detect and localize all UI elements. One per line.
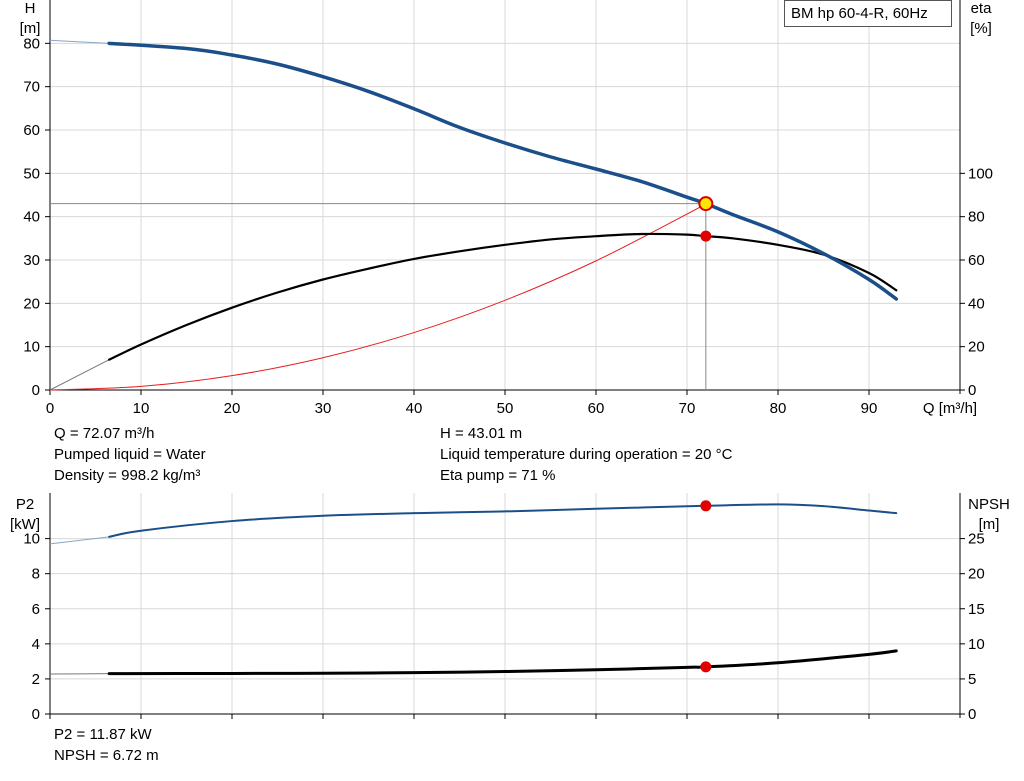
info-right-top: H = 43.01 m Liquid temperature during op… (440, 423, 732, 486)
npsh-readout: NPSH = 6.72 m (54, 747, 159, 764)
density-readout: Density = 998.2 kg/m³ (54, 467, 201, 484)
x-tick-label: 40 (406, 400, 423, 417)
right-axis-unit: [%] (970, 20, 992, 37)
right-tick-label: 15 (968, 601, 985, 618)
eta-curve (108, 232, 898, 361)
head-efficiency-plot: 0 10 20 30 40 50 60 70 80 0 20 40 60 80 100 0 10 20 30 40 50… (20, 0, 993, 417)
right-tick-label: 5 (968, 671, 976, 688)
right-axis-title: NPSH (968, 496, 1010, 513)
left-tick-label: 20 (23, 295, 40, 312)
flow-readout: Q = 72.07 m³/h (54, 425, 155, 442)
head-operating-point (698, 196, 714, 212)
p2-operating-point (700, 500, 712, 512)
head-curve-extension (49, 39, 110, 44)
right-tick-label: 80 (968, 209, 985, 226)
right-axis-unit: [m] (979, 516, 1000, 533)
left-tick-label: 4 (32, 636, 40, 653)
left-tick-label: 10 (23, 531, 40, 548)
eta-operating-point (700, 230, 712, 242)
right-tick-label: 60 (968, 252, 985, 269)
head-curve (107, 41, 899, 301)
eta-readout: Eta pump = 71 % (440, 467, 556, 484)
x-tick-label: 90 (861, 400, 878, 417)
right-tick-label: 25 (968, 531, 985, 548)
right-tick-label: 20 (968, 339, 985, 356)
p2-curve-extension (49, 536, 110, 545)
info-bottom: P2 = 11.87 kW NPSH = 6.72 m (54, 724, 159, 766)
x-tick-label: 0 (46, 400, 54, 417)
x-tick-label: 20 (224, 400, 241, 417)
npsh-curve (107, 649, 898, 676)
x-tick-label: 80 (770, 400, 787, 417)
x-tick-label: 50 (497, 400, 514, 417)
right-axis-title: eta (971, 0, 993, 17)
x-axis-label: Q [m³/h] (923, 400, 977, 417)
left-tick-label: 0 (32, 706, 40, 723)
right-tick-label: 0 (968, 382, 976, 399)
info-left-top: Q = 72.07 m³/h Pumped liquid = Water Den… (54, 423, 206, 486)
left-tick-label: 2 (32, 671, 40, 688)
left-axis-unit: [kW] (10, 516, 40, 533)
right-tick-label: 20 (968, 566, 985, 583)
x-tick-label: 30 (315, 400, 332, 417)
left-tick-label: 50 (23, 165, 40, 182)
left-axis-unit: [m] (20, 20, 41, 37)
right-tick-label: 10 (968, 636, 985, 653)
pumped-liquid-readout: Pumped liquid = Water (54, 446, 206, 463)
left-tick-label: 8 (32, 566, 40, 583)
x-tick-label: 10 (133, 400, 150, 417)
left-axis-title: H (25, 0, 36, 17)
right-tick-label: 0 (968, 706, 976, 723)
left-tick-label: 6 (32, 601, 40, 618)
npsh-operating-point (700, 661, 712, 673)
system-curve (49, 203, 707, 391)
left-tick-label: 70 (23, 79, 40, 96)
power-npsh-plot: 0 2 4 6 8 10 0 5 10 15 20 25 P2 [kW] NPSH [m] (10, 493, 1010, 723)
x-tick-label: 60 (588, 400, 605, 417)
right-tick-label: 100 (968, 165, 993, 182)
x-tick-label: 70 (679, 400, 696, 417)
head-readout: H = 43.01 m (440, 425, 523, 442)
p2-readout: P2 = 11.87 kW (54, 726, 152, 743)
left-tick-label: 80 (23, 35, 40, 52)
left-tick-label: 30 (23, 252, 40, 269)
chart-legend: BM hp 60-4-R, 60Hz (784, 0, 952, 27)
eta-curve-extension (49, 359, 110, 391)
p2-curve (108, 503, 898, 538)
temperature-readout: Liquid temperature during operation = 20… (440, 446, 733, 463)
left-tick-label: 60 (23, 122, 40, 139)
left-tick-label: 10 (23, 339, 40, 356)
right-tick-label: 40 (968, 295, 985, 312)
left-tick-label: 40 (23, 209, 40, 226)
left-axis-title: P2 (16, 496, 34, 513)
left-tick-label: 0 (32, 382, 40, 399)
